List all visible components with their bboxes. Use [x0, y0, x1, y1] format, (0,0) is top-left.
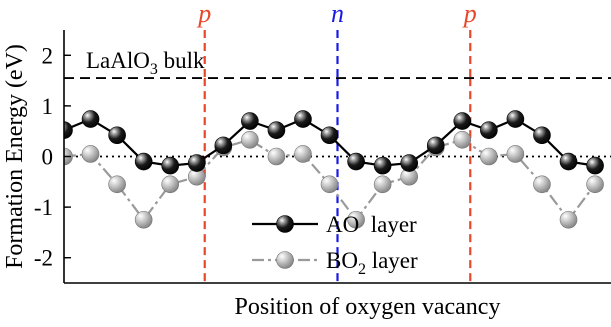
series-2-point	[586, 175, 604, 194]
series-1-point	[453, 112, 472, 130]
series-2-point	[134, 210, 153, 229]
series-2-point	[373, 175, 392, 194]
region-label-2: n	[331, 0, 344, 28]
bulk-annotation-base: LaAlO	[86, 48, 150, 73]
x-axis-title: Position of oxygen vacancy	[235, 294, 501, 320]
y-axis-title: Formation Energy (eV)	[2, 44, 28, 269]
series-1-point	[426, 136, 445, 155]
series-1-point	[134, 152, 153, 171]
chart-text: p n p -2 -1 0 1 2 Formation Energy (eV) Position …	[2, 0, 500, 320]
y-tick-label: -2	[34, 246, 53, 271]
legend: AO layer BO2 layer	[252, 212, 418, 278]
series-1-point	[267, 121, 286, 139]
series-1-point	[347, 152, 365, 171]
series-1-point	[81, 110, 100, 128]
series-1-point	[506, 110, 525, 128]
series-1-point	[187, 154, 206, 172]
series-1-point	[320, 126, 339, 145]
series-2-point	[294, 145, 312, 163]
legend-label-base: BO	[326, 248, 358, 273]
series-1-point	[400, 154, 418, 172]
region-markers	[203, 30, 472, 283]
y-tick-label: 1	[42, 94, 54, 119]
series-1-point	[64, 121, 73, 139]
series-2-point	[506, 145, 525, 163]
series-2-point	[267, 147, 286, 166]
legend-marker-2	[276, 251, 294, 269]
series-1-point	[586, 156, 604, 175]
y-tick-label: 2	[42, 43, 54, 68]
legend-label-2: BO2 layer	[326, 248, 418, 278]
series-2-point	[453, 131, 472, 149]
series-2-point	[480, 147, 498, 166]
series-2-point	[533, 175, 551, 194]
series-1-point	[108, 126, 126, 145]
legend-label-1: AO layer	[326, 212, 417, 237]
series-1-point	[373, 156, 392, 175]
bulk-annotation-rest: bulk	[158, 48, 205, 73]
data-series	[64, 110, 604, 229]
series-1-point	[294, 110, 312, 128]
region-label-1: p	[196, 0, 211, 28]
series-2-point	[161, 175, 180, 194]
series-2-point	[320, 175, 339, 194]
series-2-point	[347, 210, 365, 229]
series-1-point	[480, 121, 498, 139]
legend-label-sub: 2	[358, 261, 366, 278]
bulk-annotation-sub: 3	[150, 61, 158, 78]
series-2-point	[241, 131, 259, 149]
series-1-point	[559, 152, 578, 171]
legend-label-rest: layer	[366, 248, 418, 273]
series-2-point	[108, 175, 126, 194]
series-2-point	[559, 210, 578, 229]
series-1-point	[161, 156, 180, 175]
y-tick-label: -1	[34, 195, 53, 220]
reference-lines	[64, 77, 611, 158]
series-2-point	[81, 145, 100, 163]
region-label-3: p	[462, 0, 477, 28]
series-1-point	[214, 136, 233, 155]
bulk-annotation: LaAlO3 bulk	[86, 48, 205, 78]
y-tick-label: 0	[42, 145, 54, 170]
series-1-point	[533, 126, 551, 145]
legend-marker-1	[276, 215, 294, 233]
series-1-point	[241, 112, 259, 130]
axes	[63, 30, 611, 284]
legend-label-base: AO layer	[326, 212, 417, 237]
